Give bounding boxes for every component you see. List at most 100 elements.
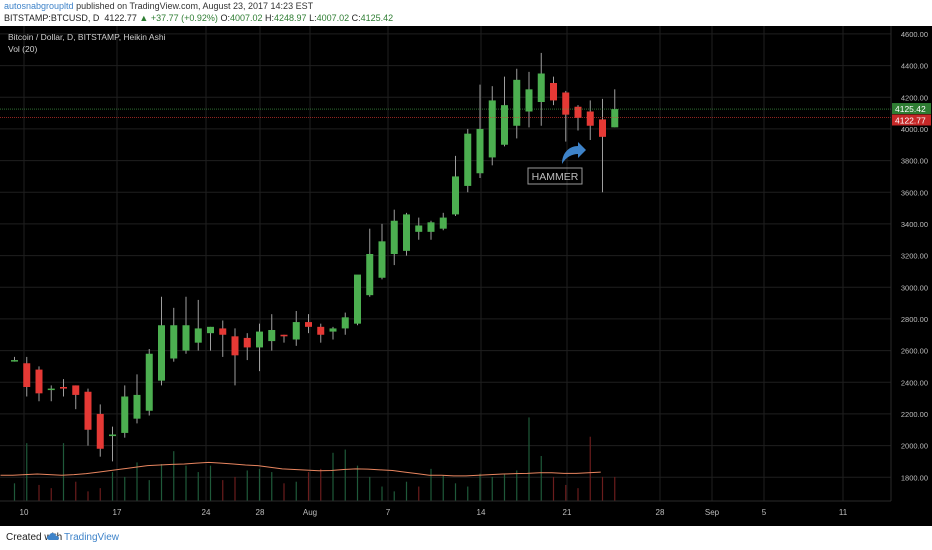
time-axis[interactable]: [0, 501, 932, 526]
candle-body: [219, 328, 227, 335]
candle-body: [452, 176, 459, 215]
price-tick-label: 2800.00: [901, 315, 928, 324]
volume-bar: [111, 472, 114, 501]
price-axis-ticks: 1800.00 2000.00 2200.00 2400.00 2600.00 2800.…: [901, 30, 928, 482]
candle-body: [317, 326, 325, 335]
volume-bar: [381, 486, 383, 501]
volume-bar: [38, 484, 40, 501]
candle-body: [403, 214, 410, 251]
candle-body: [280, 334, 288, 337]
volume-ma-line: [0, 461, 601, 477]
candle-body: [550, 83, 557, 101]
volume-bar: [62, 443, 65, 501]
volume-bar: [209, 465, 212, 501]
candles: [11, 52, 619, 462]
volume-bar: [614, 476, 616, 501]
candle-body: [268, 330, 276, 342]
tradingview-brand[interactable]: TradingView: [64, 532, 120, 543]
volume-bar: [369, 476, 371, 501]
volume-bar: [601, 476, 604, 501]
price-tick-label: 3800.00: [901, 157, 928, 166]
time-axis-ticks: 10 17 24 28 Aug 7 14 21 28 Sep 5 11: [20, 508, 848, 517]
hammer-annotation[interactable]: HAMMER: [527, 142, 586, 185]
candle-body: [599, 119, 606, 137]
volume-bar: [540, 456, 542, 501]
volume-bar: [356, 465, 359, 501]
volume-bar: [344, 449, 346, 501]
price-tick-label: 3400.00: [901, 220, 928, 229]
price-tick-label: 2400.00: [901, 378, 928, 387]
volume-bar: [516, 470, 518, 501]
volume-bar: [124, 476, 126, 501]
candle-body: [121, 396, 129, 433]
publish-line: autosnabgroupltd published on TradingVie…: [4, 1, 313, 11]
candle-body: [488, 100, 496, 158]
volume-bar: [491, 476, 493, 501]
candle-body: [145, 353, 153, 411]
chart-area[interactable]: 1800.00 2000.00 2200.00 2400.00 2600.00 2800.…: [0, 26, 932, 526]
curved-arrow-icon: [562, 142, 586, 164]
time-tick-label: Sep: [705, 508, 720, 517]
price-tags: 4125.42 4122.77: [892, 103, 931, 126]
candle-body: [243, 337, 251, 348]
legend-title: Bitcoin / Dollar, D, BITSTAMP, Heikin As…: [8, 32, 166, 42]
volume-bar: [50, 488, 52, 501]
low-label: L:: [309, 13, 317, 23]
candle-body: [158, 325, 165, 381]
volume-bar: [479, 473, 481, 501]
volume-bar: [222, 480, 224, 501]
candle-body: [84, 391, 92, 430]
price-tick-label: 2200.00: [901, 410, 928, 419]
tradingview-logo-icon: [47, 533, 59, 540]
candle-body: [390, 220, 398, 254]
author-link[interactable]: autosnabgroupltd: [4, 1, 74, 11]
volume-bar: [26, 443, 28, 501]
price-tick-label: 2000.00: [901, 442, 928, 451]
price-tick-label: 4000.00: [901, 125, 928, 134]
price-tick-label: 4600.00: [901, 30, 928, 39]
volume-bar: [430, 468, 432, 501]
candle-body: [513, 79, 521, 126]
volume-bar: [234, 476, 236, 501]
close-price-tag-text: 4125.42: [895, 104, 926, 114]
candle-body: [207, 326, 214, 334]
volume-bar: [258, 468, 261, 501]
volume-bar: [87, 491, 89, 501]
volume-bar: [246, 470, 248, 501]
volume-bar: [503, 473, 506, 501]
volume-bar: [454, 483, 457, 501]
volume-bar: [418, 486, 420, 501]
volume-bar: [99, 488, 101, 501]
last-price: 4122.77: [104, 13, 137, 23]
volume-bar: [307, 472, 310, 501]
time-tick-label: 28: [256, 508, 265, 517]
candle-body: [133, 394, 141, 419]
volume-bar: [136, 462, 138, 501]
candle-body: [574, 106, 582, 118]
grid-lines: [0, 26, 891, 501]
low-value: 4007.02: [316, 13, 350, 23]
close-price-tag: [892, 103, 931, 115]
candle-body: [182, 325, 190, 351]
candle-body: [439, 217, 447, 229]
candle-body: [109, 434, 116, 437]
candle-body: [72, 385, 80, 395]
volume-bar: [185, 465, 187, 501]
price-chart[interactable]: 1800.00 2000.00 2200.00 2400.00 2600.00 2800.…: [0, 26, 932, 526]
volume-bar: [173, 451, 175, 501]
volume-bar: [405, 481, 408, 501]
candle-body: [96, 413, 104, 449]
volume-bar: [565, 484, 567, 501]
last-price-tag-text: 4122.77: [895, 115, 926, 125]
time-tick-label: 5: [762, 508, 767, 517]
candle-body: [525, 89, 533, 112]
candle-body: [60, 387, 67, 389]
open-value: 4007.02: [229, 13, 263, 23]
high-label: H:: [265, 13, 275, 23]
candle-body: [305, 322, 312, 327]
candle-body: [11, 360, 18, 362]
time-tick-label: 17: [113, 508, 122, 517]
candle-body: [537, 73, 545, 102]
volume-bar: [295, 481, 297, 501]
open-label: O:: [220, 13, 230, 23]
